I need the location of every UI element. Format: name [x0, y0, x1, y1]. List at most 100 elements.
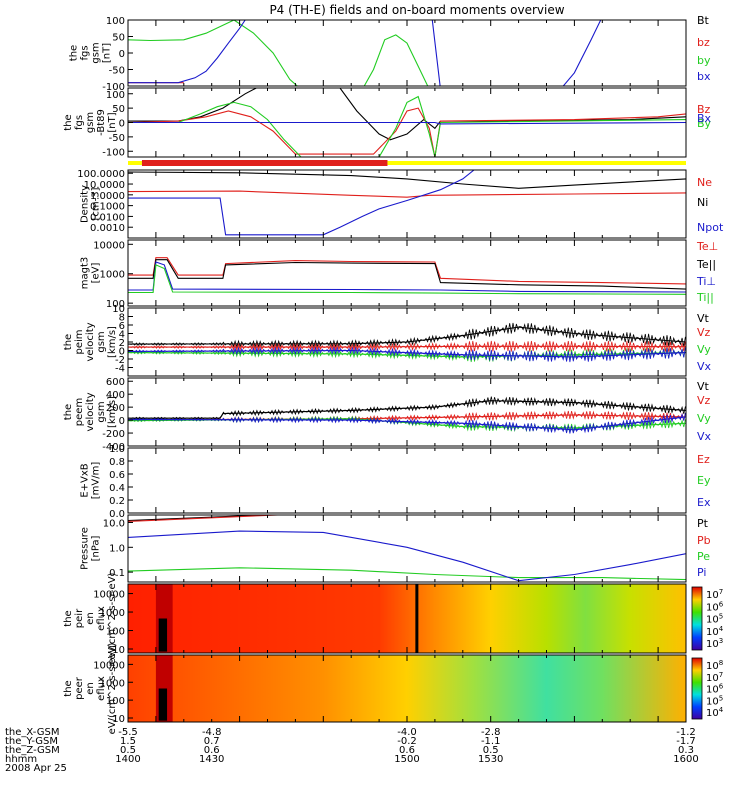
series-line-ti||: [128, 264, 686, 295]
y-tick-label: 0: [119, 119, 125, 130]
series-line-pt: [128, 515, 278, 522]
series-line-pb: [128, 515, 290, 522]
y-tick-label: 0.2: [109, 496, 125, 507]
y-tick-label: 0.0100: [90, 212, 125, 223]
y-tick-label: 1000: [100, 678, 125, 689]
x-row-value: 0.5: [483, 745, 499, 756]
colorbar-tick-label: 107: [706, 588, 723, 601]
y-tick-label: 100: [106, 696, 125, 707]
y-axis-label: the peer en eflux eV/(cm^2-s-sr-eV): [63, 642, 118, 734]
y-axis-label-line: the: [63, 404, 74, 420]
x-row-value: 1500: [394, 754, 419, 765]
legend-ey: Ey: [697, 474, 711, 487]
y-axis-label-line: Density: [80, 185, 91, 223]
y-tick-label: 50: [112, 104, 125, 115]
legend-pt: Pt: [697, 517, 709, 530]
y-tick-label: 10: [112, 645, 125, 656]
legend-by: By: [697, 117, 712, 130]
mode-bar-segment: [128, 161, 142, 165]
panel-frame: [127, 19, 687, 87]
y-tick-label: 1.0: [109, 543, 125, 554]
y-axis-label-line: gsm: [91, 42, 102, 63]
x-row-value: -1.2: [676, 727, 696, 738]
x-row-value: 1430: [199, 754, 224, 765]
x-row-label: the_X-GSM: [5, 727, 59, 738]
x-row-value: -0.2: [397, 736, 417, 747]
panel-1: 100 50 0 -50 -100 the fgs gsm [nT] Bt bz by bx: [69, 14, 711, 93]
y-tick-label: 600: [106, 377, 125, 388]
legend-pi: Pi: [697, 566, 706, 579]
y-tick-label: 0: [119, 347, 125, 358]
x-row-label: the_Z-GSM: [5, 745, 60, 756]
y-tick-label: 6: [119, 321, 125, 332]
panel-4: 10000 1000 100 magt3 [eV] Te⊥ Te|| Ti⊥ Ti||: [80, 239, 718, 310]
series-noise-vz: [128, 340, 686, 352]
y-axis-label: magt3 [eV]: [80, 257, 102, 290]
series-line-ti⊥: [128, 261, 686, 293]
x-axis-rows: the_X-GSM -5.5 -4.8 -4.0 -2.8 -1.2 the_Y-GSM 1.…: [5, 727, 699, 774]
y-tick-label: 1.0: [109, 444, 125, 455]
y-axis-label-line: [cm-3]: [91, 187, 102, 220]
y-tick-label: 100.0000: [77, 169, 125, 180]
x-row-value: 0.3: [678, 745, 694, 756]
y-tick-label: -100: [102, 82, 125, 93]
series-line-ne: [128, 190, 686, 198]
colorbar-tick-exponent: 5: [719, 694, 723, 702]
heatmap-image: [128, 584, 686, 653]
y-axis-label: the peim velocity gsm [km/s]: [63, 322, 118, 361]
colorbar-tick-label: 103: [706, 637, 723, 650]
y-axis-label: E+VxB [mV/m]: [80, 462, 102, 500]
legend-vy: Vy: [697, 412, 711, 425]
series-line-pe: [128, 567, 686, 581]
colorbar-tick-label: 104: [706, 625, 724, 638]
y-axis-label-line: eV/(cm^2-s-sr-eV): [107, 642, 118, 734]
series-group: [128, 170, 686, 236]
heatmap-gap: [158, 688, 168, 721]
y-axis-label-line: [nT]: [107, 112, 118, 132]
y-tick-label: 100: [106, 299, 125, 310]
x-row-value: -2.8: [481, 727, 501, 738]
y-axis-label-line: eV/(cm^2-s-sr-eV): [107, 572, 118, 664]
legend-bx: Bx: [697, 112, 712, 125]
series-noise-vx: [128, 412, 686, 434]
panel-frame: [127, 239, 687, 307]
mode-bar-segment: [387, 161, 686, 165]
y-tick-label: 0.0010: [90, 223, 125, 234]
colorbar-tick-exponent: 7: [719, 671, 723, 679]
x-row-value: -1.1: [481, 736, 501, 747]
panel-7: 1.0 0.8 0.6 0.4 0.2 0.0 E+VxB [mV/m] Ez Ey Ex: [80, 444, 711, 520]
y-axis-label-line: gsm: [96, 331, 107, 352]
y-axis-label-line: fgs: [74, 115, 85, 130]
y-axis-label-line: the: [63, 680, 74, 696]
series-line-by: [128, 95, 686, 157]
series-line-pi: [128, 530, 686, 582]
y-tick-label: 1000: [100, 270, 125, 281]
legend-ti⊥: Ti⊥: [696, 275, 716, 288]
x-row-value: -1.7: [676, 736, 696, 747]
legend-ti||: Ti||: [696, 291, 714, 304]
y-axis-label: Pressure [nPa]: [80, 527, 102, 570]
y-tick-label: -200: [102, 429, 125, 440]
legend-vt: Vt: [697, 312, 710, 325]
y-axis-label-line: [km/s]: [107, 396, 118, 428]
y-tick-label: 100: [106, 90, 125, 101]
colorbar-tick-label: 106: [706, 600, 724, 613]
mode-bar: [128, 160, 686, 166]
series-line-npot: [128, 170, 475, 236]
y-axis-label-line: the: [63, 610, 74, 626]
y-axis-label-line: eflux: [96, 606, 107, 631]
heatmap-gap: [415, 584, 419, 653]
series-group: [128, 257, 686, 295]
y-axis-label-line: gsm: [85, 112, 96, 133]
y-tick-label: -50: [109, 133, 125, 144]
y-tick-label: -4: [115, 364, 125, 375]
legend-vx: Vx: [697, 360, 712, 373]
y-axis-label-line: en: [85, 682, 96, 695]
x-row-value: 0.5: [120, 745, 136, 756]
legend-npot: Npot: [697, 221, 724, 234]
heatmap-image: [128, 655, 686, 722]
